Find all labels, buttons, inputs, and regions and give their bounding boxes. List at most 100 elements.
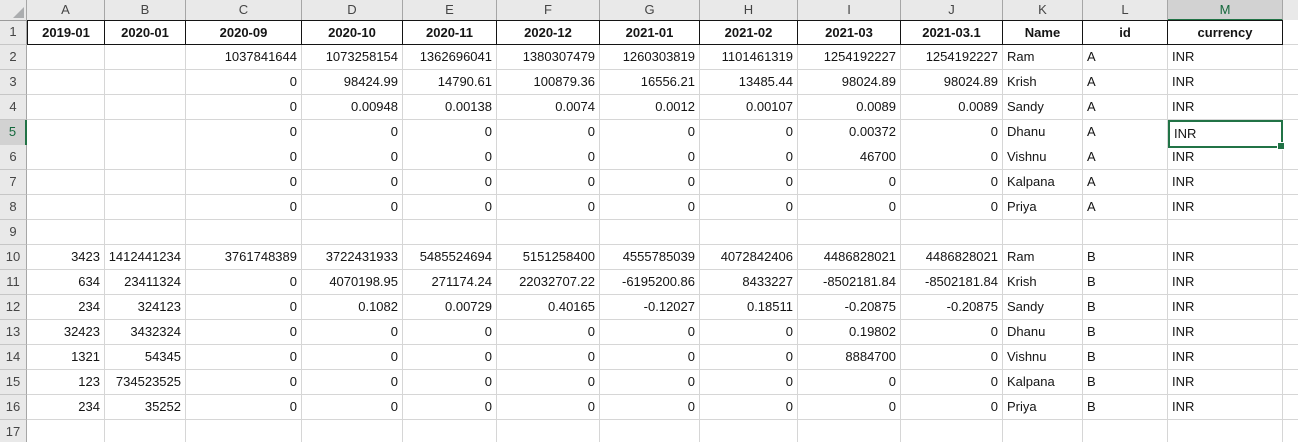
row-header-5[interactable]: 5: [0, 120, 27, 148]
cell-C16[interactable]: 0: [186, 395, 302, 420]
cell-partial-15[interactable]: [1283, 370, 1298, 395]
cell-I14[interactable]: 8884700: [798, 345, 901, 370]
cell-E1[interactable]: 2020-11: [403, 20, 497, 45]
cell-F12[interactable]: 0.40165: [497, 295, 600, 320]
cell-A10[interactable]: 3423: [27, 245, 105, 270]
cell-I17[interactable]: [798, 420, 901, 442]
cell-A7[interactable]: [27, 170, 105, 195]
cell-G16[interactable]: 0: [600, 395, 700, 420]
cell-J17[interactable]: [901, 420, 1003, 442]
column-header-I[interactable]: I: [798, 0, 901, 21]
cell-partial-11[interactable]: [1283, 270, 1298, 295]
cell-D8[interactable]: 0: [302, 195, 403, 220]
cell-E12[interactable]: 0.00729: [403, 295, 497, 320]
cell-C8[interactable]: 0: [186, 195, 302, 220]
cell-G14[interactable]: 0: [600, 345, 700, 370]
column-header-F[interactable]: F: [497, 0, 600, 21]
cell-H11[interactable]: 8433227: [700, 270, 798, 295]
cell-I7[interactable]: 0: [798, 170, 901, 195]
cell-E4[interactable]: 0.00138: [403, 95, 497, 120]
cell-D17[interactable]: [302, 420, 403, 442]
cell-J4[interactable]: 0.0089: [901, 95, 1003, 120]
row-header-9[interactable]: 9: [0, 220, 27, 245]
cell-L5[interactable]: A: [1083, 120, 1168, 148]
cell-partial-13[interactable]: [1283, 320, 1298, 345]
cell-B4[interactable]: [105, 95, 186, 120]
cell-K3[interactable]: Krish: [1003, 70, 1083, 95]
row-header-7[interactable]: 7: [0, 170, 27, 195]
cell-B6[interactable]: [105, 145, 186, 170]
cell-partial-9[interactable]: [1283, 220, 1298, 245]
row-header-4[interactable]: 4: [0, 95, 27, 120]
cell-J15[interactable]: 0: [901, 370, 1003, 395]
cell-D6[interactable]: 0: [302, 145, 403, 170]
cell-K15[interactable]: Kalpana: [1003, 370, 1083, 395]
cell-H12[interactable]: 0.18511: [700, 295, 798, 320]
cell-I4[interactable]: 0.0089: [798, 95, 901, 120]
cell-D10[interactable]: 3722431933: [302, 245, 403, 270]
cell-I11[interactable]: -8502181.84: [798, 270, 901, 295]
cell-L12[interactable]: B: [1083, 295, 1168, 320]
cell-B12[interactable]: 324123: [105, 295, 186, 320]
cell-I13[interactable]: 0.19802: [798, 320, 901, 345]
cell-D12[interactable]: 0.1082: [302, 295, 403, 320]
cell-partial-4[interactable]: [1283, 95, 1298, 120]
row-header-17[interactable]: 17: [0, 420, 27, 442]
cell-I1[interactable]: 2021-03: [798, 20, 901, 45]
cell-J7[interactable]: 0: [901, 170, 1003, 195]
cell-F2[interactable]: 1380307479: [497, 45, 600, 70]
cell-H2[interactable]: 1101461319: [700, 45, 798, 70]
cell-L9[interactable]: [1083, 220, 1168, 245]
cell-C9[interactable]: [186, 220, 302, 245]
cell-M15[interactable]: INR: [1168, 370, 1283, 395]
cell-A3[interactable]: [27, 70, 105, 95]
cell-G15[interactable]: 0: [600, 370, 700, 395]
cell-K14[interactable]: Vishnu: [1003, 345, 1083, 370]
cell-F3[interactable]: 100879.36: [497, 70, 600, 95]
cell-K6[interactable]: Vishnu: [1003, 145, 1083, 170]
cell-M17[interactable]: [1168, 420, 1283, 442]
cell-G12[interactable]: -0.12027: [600, 295, 700, 320]
cell-J1[interactable]: 2021-03.1: [901, 20, 1003, 45]
cell-L14[interactable]: B: [1083, 345, 1168, 370]
row-header-12[interactable]: 12: [0, 295, 27, 320]
cell-K4[interactable]: Sandy: [1003, 95, 1083, 120]
row-header-1[interactable]: 1: [0, 20, 27, 45]
column-header-J[interactable]: J: [901, 0, 1003, 21]
cell-G11[interactable]: -6195200.86: [600, 270, 700, 295]
cell-C1[interactable]: 2020-09: [186, 20, 302, 45]
cell-C3[interactable]: 0: [186, 70, 302, 95]
cell-partial-6[interactable]: [1283, 145, 1298, 170]
cell-F14[interactable]: 0: [497, 345, 600, 370]
cell-E2[interactable]: 1362696041: [403, 45, 497, 70]
cell-F9[interactable]: [497, 220, 600, 245]
cell-L15[interactable]: B: [1083, 370, 1168, 395]
cell-A12[interactable]: 234: [27, 295, 105, 320]
cell-J9[interactable]: [901, 220, 1003, 245]
cell-D4[interactable]: 0.00948: [302, 95, 403, 120]
cell-K17[interactable]: [1003, 420, 1083, 442]
cell-M12[interactable]: INR: [1168, 295, 1283, 320]
cell-A9[interactable]: [27, 220, 105, 245]
cell-H6[interactable]: 0: [700, 145, 798, 170]
cell-A13[interactable]: 32423: [27, 320, 105, 345]
column-header-partial[interactable]: [1283, 0, 1298, 21]
cell-E6[interactable]: 0: [403, 145, 497, 170]
cell-M16[interactable]: INR: [1168, 395, 1283, 420]
cell-D7[interactable]: 0: [302, 170, 403, 195]
cell-partial-12[interactable]: [1283, 295, 1298, 320]
cell-K7[interactable]: Kalpana: [1003, 170, 1083, 195]
column-header-H[interactable]: H: [700, 0, 798, 21]
cell-F4[interactable]: 0.0074: [497, 95, 600, 120]
cell-H1[interactable]: 2021-02: [700, 20, 798, 45]
cell-K2[interactable]: Ram: [1003, 45, 1083, 70]
cell-D16[interactable]: 0: [302, 395, 403, 420]
cell-F17[interactable]: [497, 420, 600, 442]
cell-G3[interactable]: 16556.21: [600, 70, 700, 95]
cell-C5[interactable]: 0: [186, 120, 302, 148]
cell-D15[interactable]: 0: [302, 370, 403, 395]
cell-C13[interactable]: 0: [186, 320, 302, 345]
row-header-16[interactable]: 16: [0, 395, 27, 420]
cell-E7[interactable]: 0: [403, 170, 497, 195]
cell-A5[interactable]: [27, 120, 105, 148]
